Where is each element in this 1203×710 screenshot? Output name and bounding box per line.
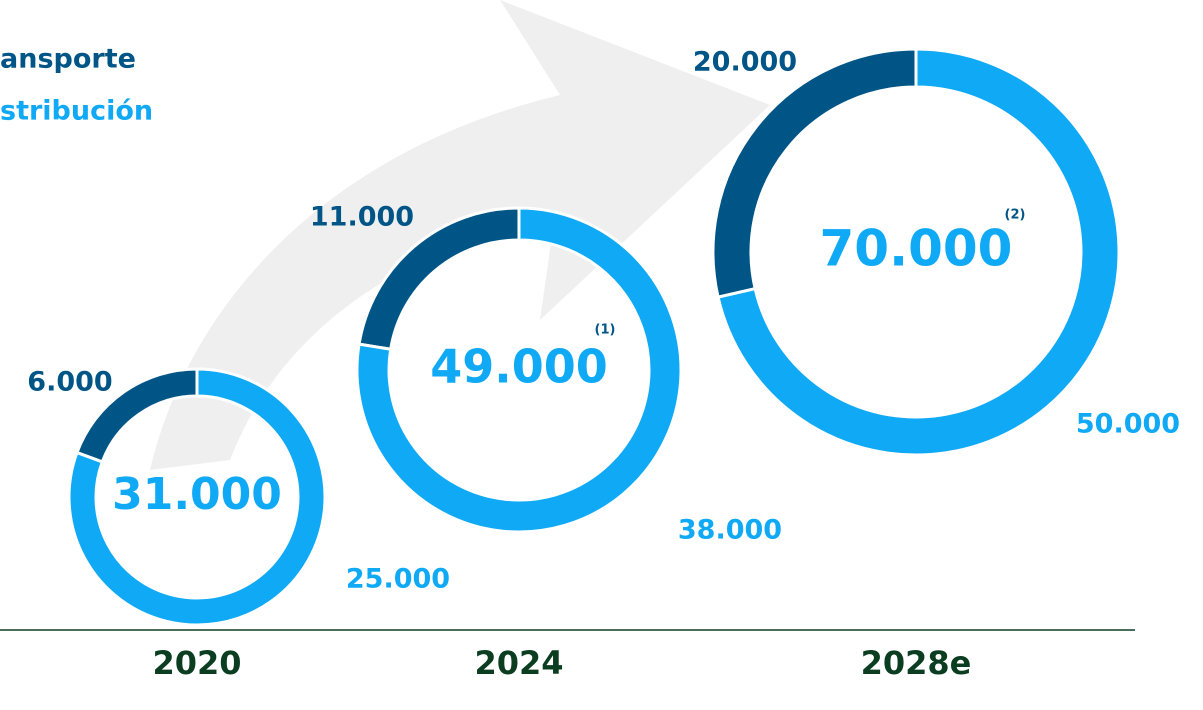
category-label: 2024 <box>474 644 563 682</box>
footnote-mark: (2) <box>1005 208 1026 223</box>
donut-segment <box>355 206 683 534</box>
legend-label: stribución <box>0 96 153 127</box>
category-label: 2020 <box>152 644 241 682</box>
category-label: 2028e <box>861 644 972 682</box>
total-label: 49.000 <box>430 340 608 394</box>
value-label: 25.000 <box>346 564 450 595</box>
donuts: 6.000 25.000 31.000 2020 11.000 38.000 49.000 (… <box>27 47 1180 683</box>
footnote-mark: (1) <box>595 323 616 338</box>
value-label: 38.000 <box>678 515 782 546</box>
value-label: 20.000 <box>693 47 797 78</box>
value-label: 11.000 <box>310 202 414 233</box>
value-label: 50.000 <box>1076 409 1180 440</box>
value-label: 6.000 <box>27 367 112 398</box>
donut-segment <box>716 47 1121 457</box>
donut-segment <box>67 367 327 627</box>
legend: ansporte stribución <box>0 44 153 127</box>
total-label: 31.000 <box>112 469 282 520</box>
legend-label: ansporte <box>0 44 136 75</box>
total-label: 70.000 <box>820 220 1013 278</box>
